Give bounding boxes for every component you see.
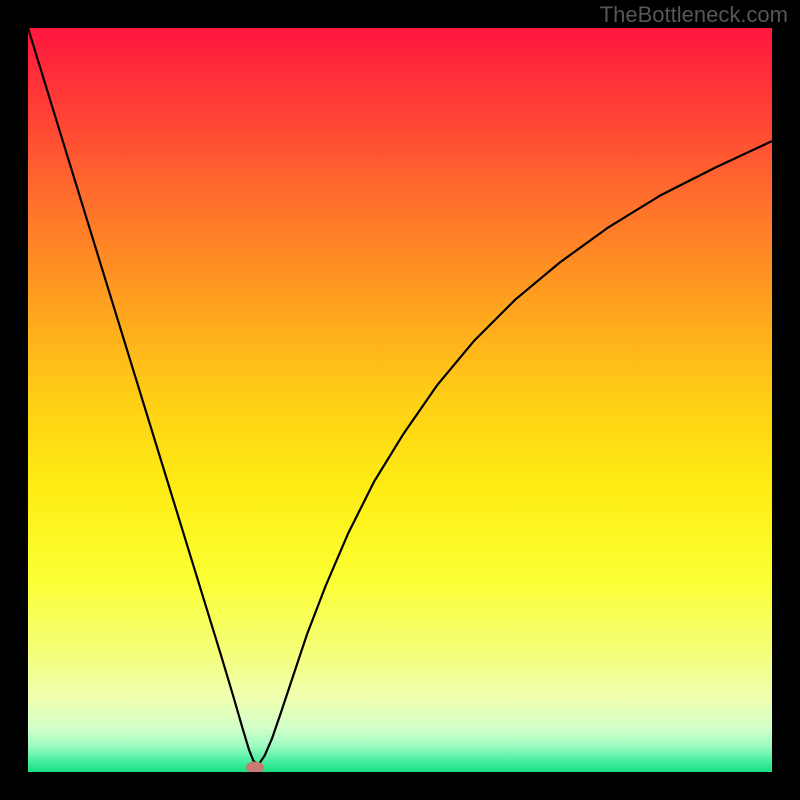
curve-layer: [28, 28, 772, 772]
minimum-marker: [246, 762, 264, 772]
bottleneck-curve: [28, 28, 772, 765]
watermark-text: TheBottleneck.com: [600, 2, 788, 28]
plot-area: [28, 28, 772, 772]
